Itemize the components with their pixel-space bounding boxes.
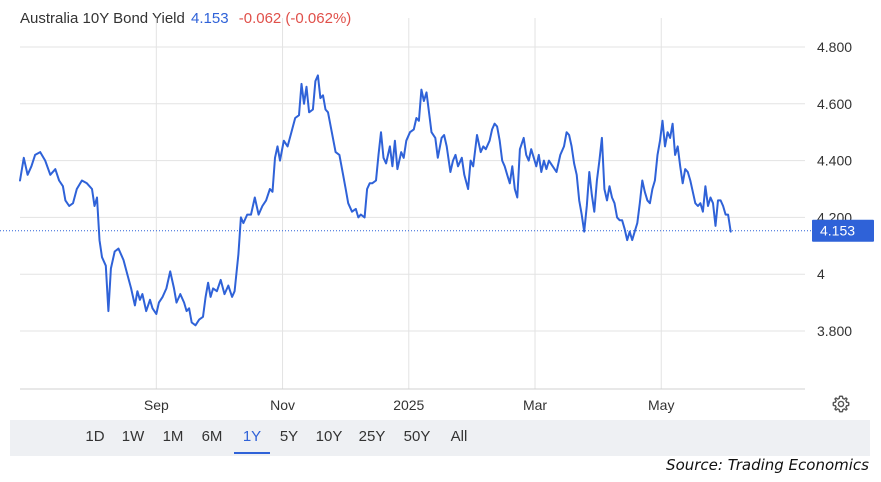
time-range-selector: 1D 1W 1M 6M 1Y 5Y 10Y 25Y 50Y All	[10, 420, 870, 456]
x-tick-label: 2025	[393, 397, 424, 413]
range-button-1y[interactable]: 1Y	[234, 428, 270, 454]
price-change: -0.062 (-0.062%)	[238, 10, 352, 27]
source-credit: Source: Trading Economics	[666, 456, 869, 474]
y-tick-label: 4.600	[817, 96, 852, 112]
range-button-all[interactable]: All	[450, 428, 468, 445]
chart-header: Australia 10Y Bond Yield 4.153 -0.062 (-…	[20, 10, 351, 27]
range-button-50y[interactable]: 50Y	[403, 428, 431, 445]
y-tick-label: 4	[817, 266, 825, 282]
x-tick-label: May	[648, 397, 674, 413]
last-value-label: 4.153	[820, 223, 855, 239]
x-tick-label: Nov	[270, 397, 295, 413]
range-button-5y[interactable]: 5Y	[279, 428, 299, 445]
range-button-1d[interactable]: 1D	[85, 428, 105, 445]
gear-icon[interactable]	[831, 394, 851, 414]
x-tick-label: Sep	[144, 397, 169, 413]
y-tick-label: 3.800	[817, 323, 852, 339]
yield-series-line	[19, 74, 732, 327]
y-tick-label: 4.800	[817, 39, 852, 55]
range-button-10y[interactable]: 10Y	[315, 428, 343, 445]
current-price: 4.153	[191, 10, 229, 27]
range-button-1w[interactable]: 1W	[121, 428, 145, 445]
instrument-name: Australia 10Y Bond Yield	[20, 10, 185, 27]
x-tick-label: Mar	[523, 397, 547, 413]
y-tick-label: 4.400	[817, 153, 852, 169]
range-button-6m[interactable]: 6M	[201, 428, 223, 445]
range-button-25y[interactable]: 25Y	[358, 428, 386, 445]
last-value-badge	[812, 219, 874, 242]
range-button-1m[interactable]: 1M	[162, 428, 184, 445]
